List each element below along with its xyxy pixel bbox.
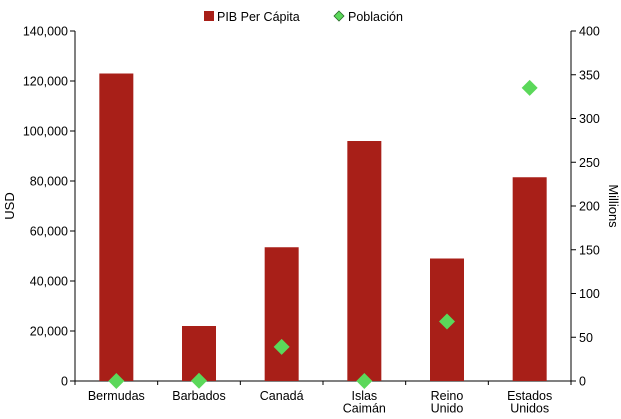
population-marker (108, 372, 125, 389)
y-axis-left-label: USD (2, 192, 17, 219)
y-right-tick-label: 50 (579, 331, 593, 345)
legend-label-marker: Población (348, 10, 403, 24)
bar (182, 326, 216, 381)
x-tick-label: Estados Unidos (507, 389, 552, 416)
x-tick-label-line: Reino (431, 389, 464, 403)
y-right-tick-label: 400 (579, 25, 600, 39)
legend: PIB Per Cápita Población (204, 10, 403, 24)
y-right-tick-label: 0 (579, 375, 586, 389)
population-marker (521, 79, 538, 96)
y-left-tick-label: 120,000 (23, 75, 68, 89)
x-tick-label-line: Barbados (172, 389, 226, 403)
bar (264, 247, 299, 381)
x-tick-label: Islas Caimán (343, 389, 386, 416)
y-left-tick-label: 140,000 (23, 25, 68, 39)
marker-series (108, 79, 538, 389)
bar (99, 73, 134, 381)
x-tick-label-line: Bermudas (88, 389, 145, 403)
bar (347, 141, 382, 381)
y-right-tick-label: 300 (579, 112, 600, 126)
x-tick-label: Barbados (172, 389, 226, 403)
population-marker (439, 313, 455, 330)
y-right-tick-label: 350 (579, 68, 600, 82)
x-tick-label-line: Islas (351, 389, 377, 403)
y-left-tick-label: 20,000 (30, 325, 68, 339)
legend-swatch-bar (204, 11, 214, 21)
y-right-tick-label: 250 (579, 156, 600, 170)
y-right-tick-label: 150 (579, 243, 600, 257)
bar (512, 177, 547, 381)
x-tick-label-line: Estados (507, 389, 552, 403)
x-tick-label-line: Canadá (260, 389, 304, 403)
x-tick-label-line: Unidos (510, 402, 549, 416)
x-tick-label-line: Caimán (343, 402, 386, 416)
x-tick-label: Bermudas (88, 389, 145, 403)
y-axis-right-label: Millions (606, 184, 621, 228)
legend-swatch-marker (333, 10, 345, 22)
y-left-tick-label: 80,000 (30, 175, 68, 189)
population-marker (356, 372, 373, 389)
legend-label-bar: PIB Per Cápita (217, 10, 300, 24)
population-marker (191, 372, 207, 389)
bar-series (99, 73, 547, 381)
population-marker (273, 338, 290, 355)
x-tick-label: Canadá (260, 389, 304, 403)
y-left-tick-label: 0 (61, 375, 68, 389)
x-tick-label: Reino Unido (431, 389, 464, 416)
y-right-tick-label: 100 (579, 287, 600, 301)
y-right-tick-label: 200 (579, 200, 600, 214)
y-left-tick-label: 40,000 (30, 275, 68, 289)
y-left-tick-label: 100,000 (23, 125, 68, 139)
axes: 0 20,000 40,000 60,000 80,000 100,000 120,000 1… (23, 25, 600, 416)
x-tick-label-line: Unido (431, 402, 464, 416)
y-left-tick-label: 60,000 (30, 225, 68, 239)
